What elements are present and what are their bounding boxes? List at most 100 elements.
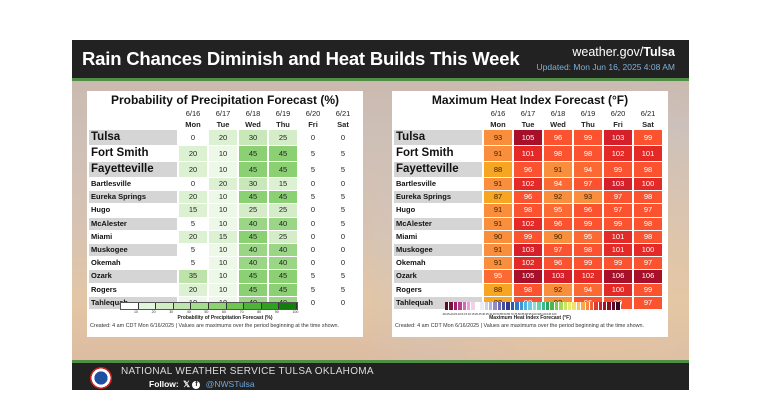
heat-table-row: Fayetteville 88 96 91 94 99 98 [394, 162, 662, 177]
heat-value-cell: 101 [604, 244, 632, 257]
city-name: Tulsa [394, 130, 482, 145]
heat-colorbar-swatch [515, 302, 520, 310]
precip-table-row: Okemah 5 10 40 40 0 0 [89, 257, 357, 270]
heat-colorbar-swatch [598, 302, 604, 310]
precip-table-row: Miami 20 15 45 25 0 0 [89, 230, 357, 244]
precip-value-cell: 10 [209, 244, 237, 257]
heat-day-header: Fri [613, 119, 623, 129]
precip-value-cell: 25 [269, 130, 297, 145]
heat-value-cell: 101 [514, 146, 542, 161]
heat-dow-row: Mon Tue Wed Thu Fri Sat [394, 119, 662, 129]
heat-value-cell: 95 [544, 204, 572, 217]
city-name: Bartlesville [394, 178, 482, 191]
precip-value-cell: 0 [299, 178, 327, 191]
precip-value-cell: 0 [299, 257, 327, 270]
facebook-icon[interactable]: f [192, 380, 201, 389]
heat-value-cell: 105 [514, 130, 542, 145]
heat-value-cell: 99 [574, 130, 602, 145]
site-link[interactable]: weather.gov/Tulsa [572, 45, 675, 59]
precip-value-cell: 45 [239, 270, 267, 283]
heat-colorbar-swatch [480, 302, 485, 310]
heat-value-cell: 99 [514, 230, 542, 244]
heat-colorbar-swatch [453, 302, 459, 310]
precip-value-cell: 45 [239, 230, 267, 244]
heat-colorbar-swatch [445, 302, 450, 310]
precip-value-cell: 45 [239, 146, 267, 161]
heat-colorbar-swatch [607, 302, 612, 310]
nws-logo-icon [90, 367, 112, 389]
heat-value-cell: 105 [514, 270, 542, 283]
precip-value-cell: 5 [179, 244, 207, 257]
precip-value-cell: 40 [269, 244, 297, 257]
heat-day-header: Wed [550, 119, 566, 129]
precip-colorbar-tick: 70 [239, 310, 244, 314]
heat-value-cell: 91 [484, 204, 512, 217]
heat-value-cell: 97 [634, 204, 662, 217]
social-handle[interactable]: @NWSTulsa [205, 379, 255, 389]
precip-colorbar-tick: 50 [204, 310, 209, 314]
precip-colorbar [120, 302, 298, 310]
heat-colorbar-swatch [493, 302, 498, 310]
precip-value-cell: 5 [329, 162, 357, 177]
heat-date-header: 6/17 [520, 108, 536, 118]
precip-value-cell: 0 [329, 257, 357, 270]
heat-value-cell: 95 [574, 230, 602, 244]
heat-colorbar-swatch [528, 302, 533, 310]
heat-colorbar-swatch [559, 302, 564, 310]
precip-colorbar-swatch [138, 303, 157, 309]
city-name: Tulsa [89, 130, 177, 145]
precip-colorbar-swatch [226, 303, 245, 309]
heat-value-cell: 94 [574, 283, 602, 296]
heat-value-cell: 100 [634, 178, 662, 191]
org-name: NATIONAL WEATHER SERVICE TULSA OKLAHOMA [121, 366, 374, 377]
heat-colorbar-swatch [488, 302, 494, 310]
heat-value-cell: 102 [514, 217, 542, 230]
follow-label: Follow: [149, 379, 179, 389]
heat-colorbar-swatch [541, 302, 546, 310]
precip-value-cell: 25 [269, 230, 297, 244]
heat-value-cell: 96 [514, 162, 542, 177]
city-name: Miami [89, 230, 177, 244]
heat-table-row: Fort Smith 91 101 98 98 102 101 [394, 146, 662, 161]
precip-value-cell: 20 [179, 283, 207, 296]
heat-value-cell: 101 [604, 230, 632, 244]
precip-date-row: 6/16 6/17 6/18 6/19 6/20 6/21 [89, 108, 357, 118]
precip-value-cell: 0 [329, 130, 357, 145]
precip-day-header: Sat [337, 119, 349, 129]
heat-colorbar-swatch [554, 302, 560, 310]
precip-panel: Probability of Precipitation Forecast (%… [87, 91, 363, 337]
heat-date-header: 6/20 [610, 108, 626, 118]
heat-colorbar-swatch [611, 302, 617, 310]
precip-colorbar-tick: 20 [151, 310, 156, 314]
heat-created-note: Created: 4 am CDT Mon 6/16/2025 | Values… [395, 323, 645, 329]
precip-value-cell: 45 [239, 191, 267, 204]
heat-colorbar-swatch [572, 302, 577, 310]
heat-table-row: Hugo 91 98 95 96 97 97 [394, 204, 662, 217]
heat-colorbar-swatch [524, 302, 529, 310]
heat-value-cell: 100 [604, 283, 632, 296]
heat-day-header: Sat [642, 119, 654, 129]
heat-title: Maximum Heat Index Forecast (°F) [431, 93, 629, 107]
precip-value-cell: 10 [209, 257, 237, 270]
precip-created-note: Created: 4 am CDT Mon 6/16/2025 | Values… [90, 323, 340, 329]
precip-date-header: 6/19 [275, 108, 291, 118]
heat-colorbar-swatch [567, 302, 573, 310]
city-name: Fayetteville [89, 162, 177, 177]
heat-value-cell: 97 [634, 257, 662, 270]
precip-value-cell: 5 [329, 146, 357, 161]
precip-colorbar-swatch [279, 303, 297, 309]
heat-value-cell: 97 [604, 191, 632, 204]
heat-colorbar-swatch [506, 302, 511, 310]
heat-value-cell: 88 [484, 283, 512, 296]
precip-value-cell: 10 [209, 270, 237, 283]
precip-colorbar-tick: 30 [169, 310, 174, 314]
precip-date-header: 6/18 [245, 108, 261, 118]
x-icon[interactable]: 𝕏 [183, 379, 190, 389]
precip-value-cell: 0 [329, 230, 357, 244]
precip-colorbar-swatch [261, 303, 280, 309]
precip-value-cell: 15 [209, 230, 237, 244]
precip-value-cell: 5 [329, 283, 357, 296]
precip-value-cell: 20 [179, 230, 207, 244]
forecast-graphic: Rain Chances Diminish and Heat Builds Th… [72, 40, 689, 390]
city-name: Hugo [394, 204, 482, 217]
